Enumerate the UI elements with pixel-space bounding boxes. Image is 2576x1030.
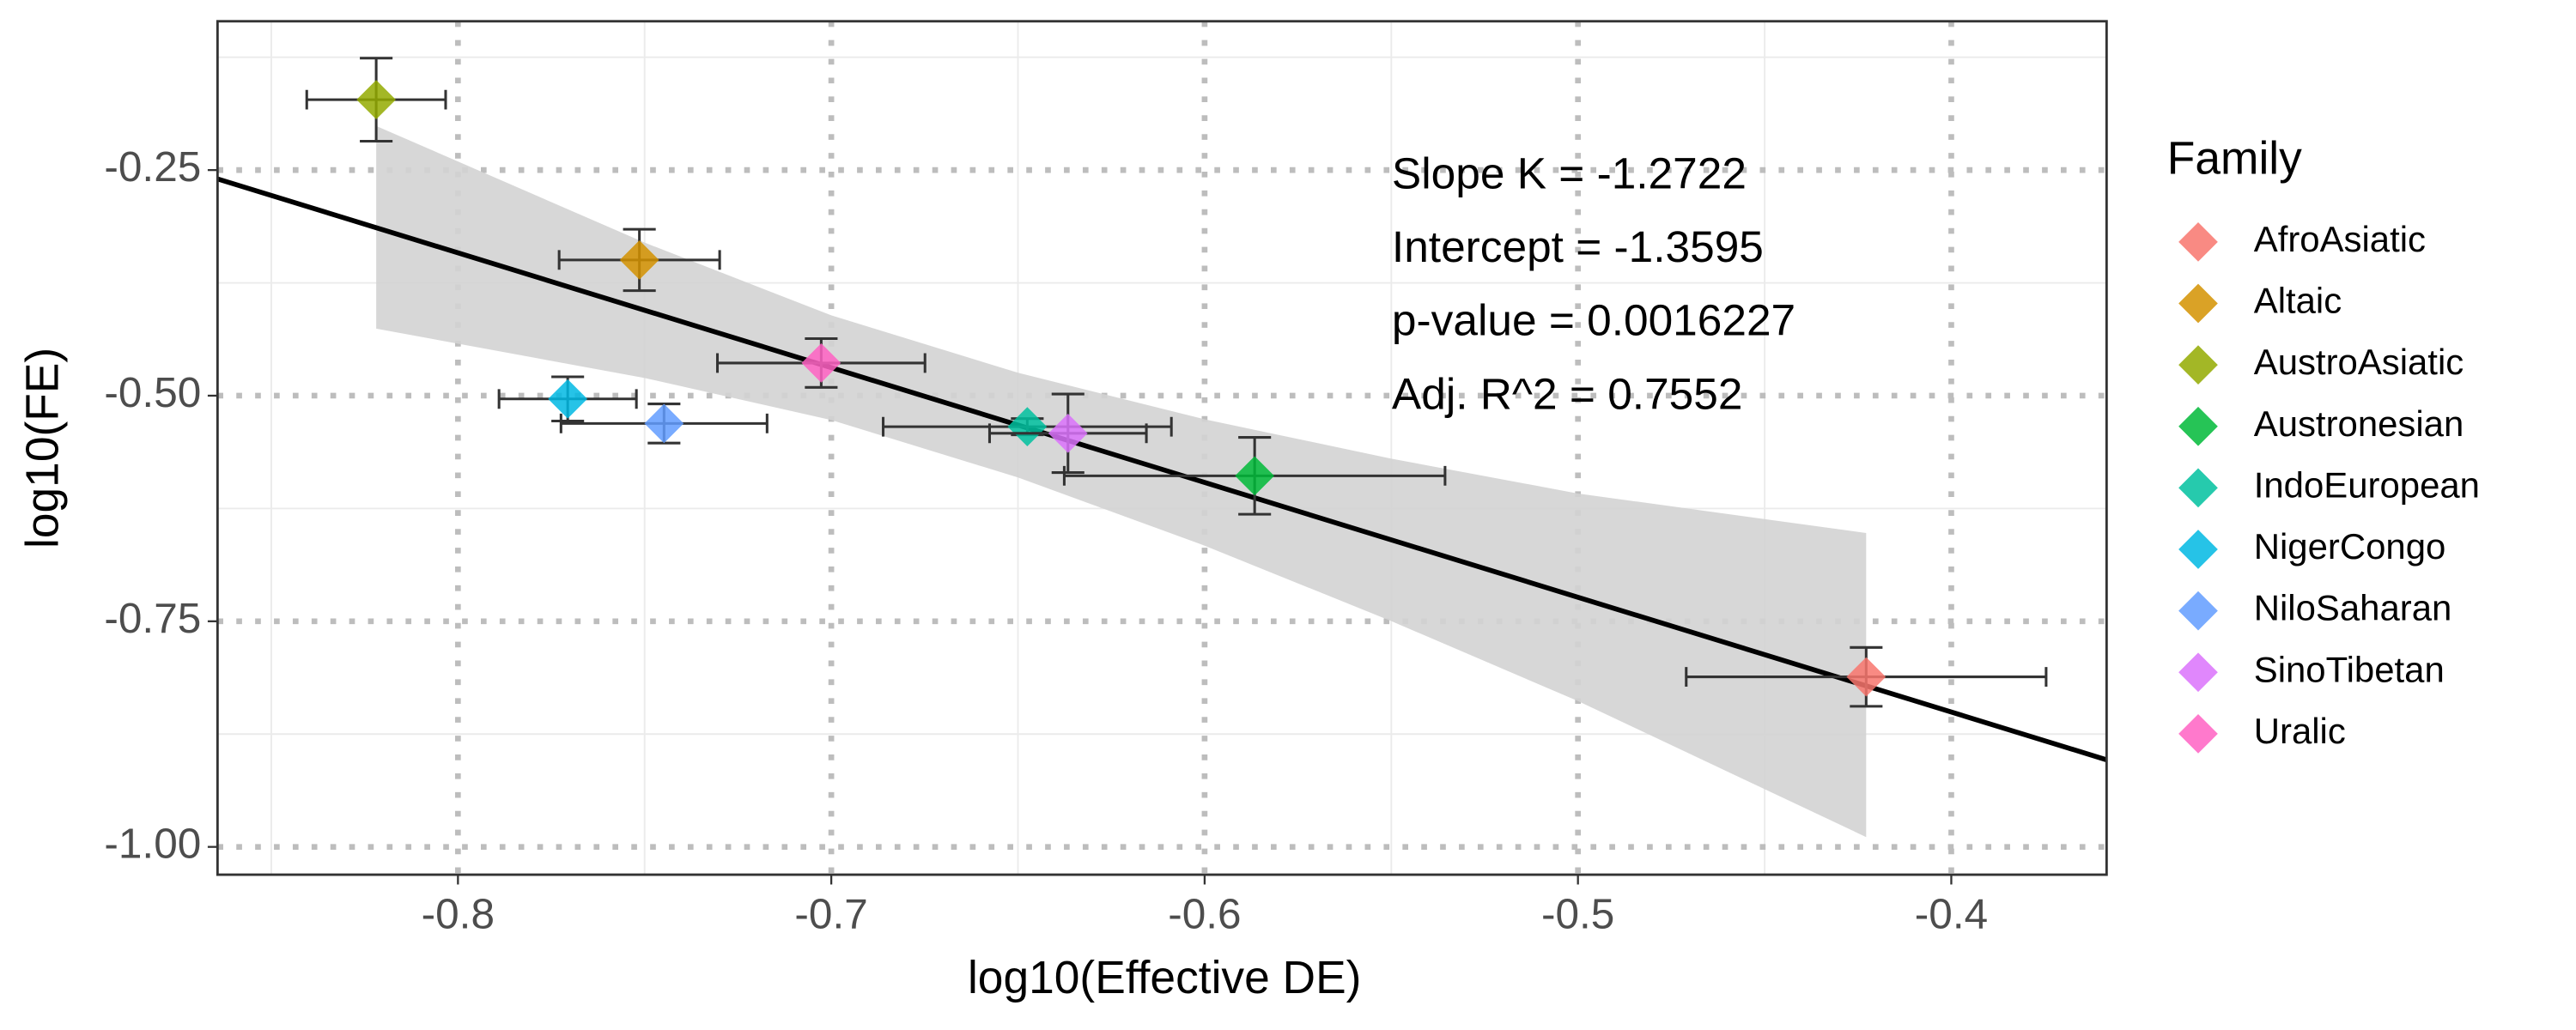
point xyxy=(1846,657,1886,697)
annotation: p-value = 0.0016227 xyxy=(1392,295,1795,345)
y-axis-title: log10(FE) xyxy=(17,348,68,548)
point xyxy=(1007,407,1048,447)
legend-label: SinoTibetan xyxy=(2254,649,2445,689)
legend-label: Uralic xyxy=(2254,711,2346,751)
point xyxy=(801,343,841,383)
x-tick-label: -0.4 xyxy=(1915,891,1988,938)
annotation: Intercept = -1.3595 xyxy=(1392,221,1764,271)
y-tick-label: -0.25 xyxy=(104,143,201,191)
panel-border xyxy=(216,20,2108,876)
confidence-band xyxy=(376,125,1867,838)
x-tick-label: -0.5 xyxy=(1541,891,1614,938)
point xyxy=(356,80,396,119)
point xyxy=(1235,456,1275,496)
annotation: Slope K = -1.2722 xyxy=(1392,148,1747,197)
legend-label: Austronesian xyxy=(2254,403,2464,444)
legend-title: Family xyxy=(2167,134,2302,185)
x-axis-title: log10(Effective DE) xyxy=(968,953,1361,1003)
legend-label: NigerCongo xyxy=(2254,526,2446,566)
y-tick-label: -0.50 xyxy=(104,369,201,416)
legend-label: IndoEuropean xyxy=(2254,464,2480,505)
annotation: Adj. R^2 = 0.7552 xyxy=(1392,368,1743,418)
y-tick-label: -1.00 xyxy=(104,821,201,868)
y-tick-label: -0.75 xyxy=(104,595,201,642)
point xyxy=(1048,413,1088,453)
legend-label: NiloSaharan xyxy=(2254,588,2452,628)
legend-label: Altaic xyxy=(2254,281,2342,321)
x-tick-label: -0.8 xyxy=(422,891,495,938)
fit-line xyxy=(216,176,2108,762)
legend-label: AfroAsiatic xyxy=(2254,219,2426,259)
x-tick-label: -0.7 xyxy=(794,891,867,938)
legend-label: AustroAsiatic xyxy=(2254,342,2464,382)
x-tick-label: -0.6 xyxy=(1168,891,1241,938)
point xyxy=(619,239,659,280)
